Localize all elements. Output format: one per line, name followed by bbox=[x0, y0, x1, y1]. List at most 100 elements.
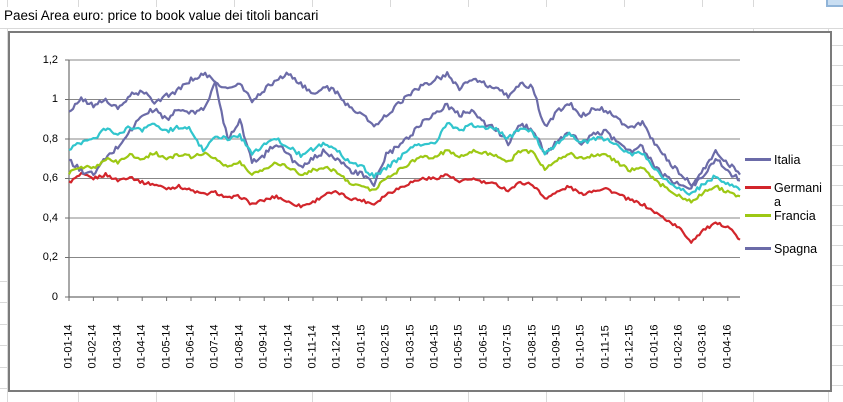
sheet-gridline bbox=[0, 281, 8, 282]
sheet-gridline bbox=[0, 345, 8, 346]
sheet-gridline bbox=[312, 0, 313, 7]
x-tick-label: 01-01-14 bbox=[62, 324, 75, 369]
sheet-gridline bbox=[828, 305, 843, 306]
x-tick-label: 01-05-14 bbox=[160, 324, 173, 369]
x-tick-label: 01-03-15 bbox=[404, 324, 417, 369]
x-tick-label: 01-07-14 bbox=[208, 324, 221, 369]
x-tick-label: 01-04-16 bbox=[721, 324, 734, 369]
x-tick-label: 01-01-16 bbox=[648, 324, 661, 369]
sheet-gridline bbox=[828, 285, 843, 286]
sheet-gridline bbox=[312, 390, 313, 402]
sheet-gridline bbox=[546, 0, 547, 7]
sheet-gridline bbox=[468, 390, 469, 402]
sheet-gridline bbox=[828, 345, 843, 346]
plot-svg bbox=[65, 59, 741, 301]
sheet-gridline bbox=[234, 390, 235, 402]
x-tick-label: 01-02-15 bbox=[379, 324, 392, 369]
sheet-gridline bbox=[702, 0, 703, 7]
sheet-gridline bbox=[156, 0, 157, 7]
sheet-gridline bbox=[702, 390, 703, 402]
sheet-gridline bbox=[468, 0, 469, 7]
y-tick-label: 1,2 bbox=[42, 53, 58, 66]
series-line-unlabeled[interactable] bbox=[68, 121, 741, 196]
series-line-Italia[interactable] bbox=[69, 80, 741, 190]
sheet-gridline bbox=[753, 0, 754, 7]
y-tick-label: 0,8 bbox=[42, 132, 58, 145]
x-tick-label: 01-11-14 bbox=[306, 325, 319, 369]
x-tick-label: 01-10-14 bbox=[282, 324, 295, 369]
legend-label-spagna: Spagna bbox=[774, 242, 818, 256]
sheet-gridline bbox=[828, 365, 843, 366]
legend-item-italia[interactable]: Italia bbox=[745, 153, 835, 167]
sheet-gridline bbox=[828, 45, 843, 46]
legend-marker-italia bbox=[745, 158, 771, 161]
sheet-gridline bbox=[828, 205, 843, 206]
x-tick-label: 01-10-15 bbox=[574, 324, 587, 369]
y-tick-label: 0,6 bbox=[42, 172, 58, 184]
sheet-gridline bbox=[828, 105, 843, 106]
legend-item-spagna[interactable]: Spagna bbox=[745, 242, 835, 256]
sheet-gridline bbox=[828, 145, 843, 146]
legend-label-germania: Germania bbox=[774, 181, 822, 209]
sheet-gridline bbox=[0, 388, 8, 389]
sheet-gridline bbox=[828, 325, 843, 326]
x-tick-label: 01-08-14 bbox=[233, 324, 246, 369]
x-tick-label: 01-04-15 bbox=[428, 324, 441, 369]
chart-title: Paesi Area euro: price to book value dei… bbox=[4, 8, 319, 23]
sheet-gridline bbox=[0, 302, 8, 303]
x-tick-label: 01-03-16 bbox=[696, 324, 709, 369]
sheet-gridline bbox=[828, 245, 843, 246]
sheet-gridline bbox=[828, 385, 843, 386]
sheet-gridline bbox=[624, 390, 625, 402]
y-tick-label: 0,4 bbox=[42, 211, 58, 224]
sheet-gridline bbox=[0, 367, 8, 368]
sheet-gridline bbox=[828, 65, 843, 66]
selected-cell-corner[interactable] bbox=[826, 0, 843, 7]
y-tick-label: 0 bbox=[51, 290, 58, 303]
x-tick-label: 01-11-15 bbox=[599, 325, 612, 369]
x-tick-label: 01-09-14 bbox=[257, 324, 270, 369]
sheet-gridline bbox=[624, 0, 625, 7]
y-tick-label: 1 bbox=[51, 93, 58, 105]
x-tick-label: 01-06-15 bbox=[477, 324, 490, 369]
series-line-Spagna[interactable] bbox=[68, 71, 741, 187]
legend-item-germania[interactable]: Germania bbox=[745, 181, 835, 209]
sheet-gridline bbox=[828, 185, 843, 186]
x-tick-label: 01-12-14 bbox=[330, 324, 343, 369]
x-tick-label: 01-01-15 bbox=[355, 324, 368, 369]
x-tick-label: 01-07-15 bbox=[501, 324, 514, 369]
sheet-gridline bbox=[828, 165, 843, 166]
title-cell[interactable]: Paesi Area euro: price to book value dei… bbox=[0, 7, 843, 28]
sheet-gridline bbox=[828, 85, 843, 86]
legend-item-francia[interactable]: Francia bbox=[745, 209, 835, 223]
series-line-Francia[interactable] bbox=[68, 148, 741, 204]
sheet-gridline bbox=[546, 390, 547, 402]
sheet-gridline bbox=[0, 28, 843, 29]
y-tick-label: 0,2 bbox=[42, 251, 58, 263]
chart-area[interactable]: Italia Germania Francia Spagna 1,2 1 0,8 0,… bbox=[8, 31, 832, 392]
sheet-gridline bbox=[78, 390, 79, 402]
legend-marker-germania bbox=[745, 186, 771, 189]
series-line-Germania[interactable] bbox=[68, 171, 741, 244]
sheet-gridline bbox=[78, 0, 79, 7]
x-tick-label: 01-12-15 bbox=[623, 324, 636, 369]
sheet-gridline bbox=[234, 0, 235, 7]
sheet-gridline bbox=[753, 390, 754, 402]
x-tick-label: 01-06-14 bbox=[184, 324, 197, 369]
sheet-gridline bbox=[828, 125, 843, 126]
sheet-gridline bbox=[7, 0, 8, 402]
x-tick-label: 01-09-15 bbox=[550, 324, 563, 369]
sheet-gridline bbox=[828, 265, 843, 266]
sheet-gridline bbox=[390, 390, 391, 402]
x-tick-label: 01-08-15 bbox=[526, 324, 539, 369]
legend-marker-spagna bbox=[745, 247, 771, 250]
x-tick-label: 01-02-14 bbox=[86, 324, 99, 369]
legend-label-italia: Italia bbox=[774, 153, 801, 167]
sheet-gridline bbox=[156, 390, 157, 402]
x-tick-label: 01-04-14 bbox=[135, 324, 148, 369]
legend-marker-francia bbox=[745, 214, 771, 217]
sheet-gridline bbox=[390, 0, 391, 7]
x-tick-label: 01-03-14 bbox=[111, 324, 124, 369]
sheet-gridline bbox=[828, 225, 843, 226]
